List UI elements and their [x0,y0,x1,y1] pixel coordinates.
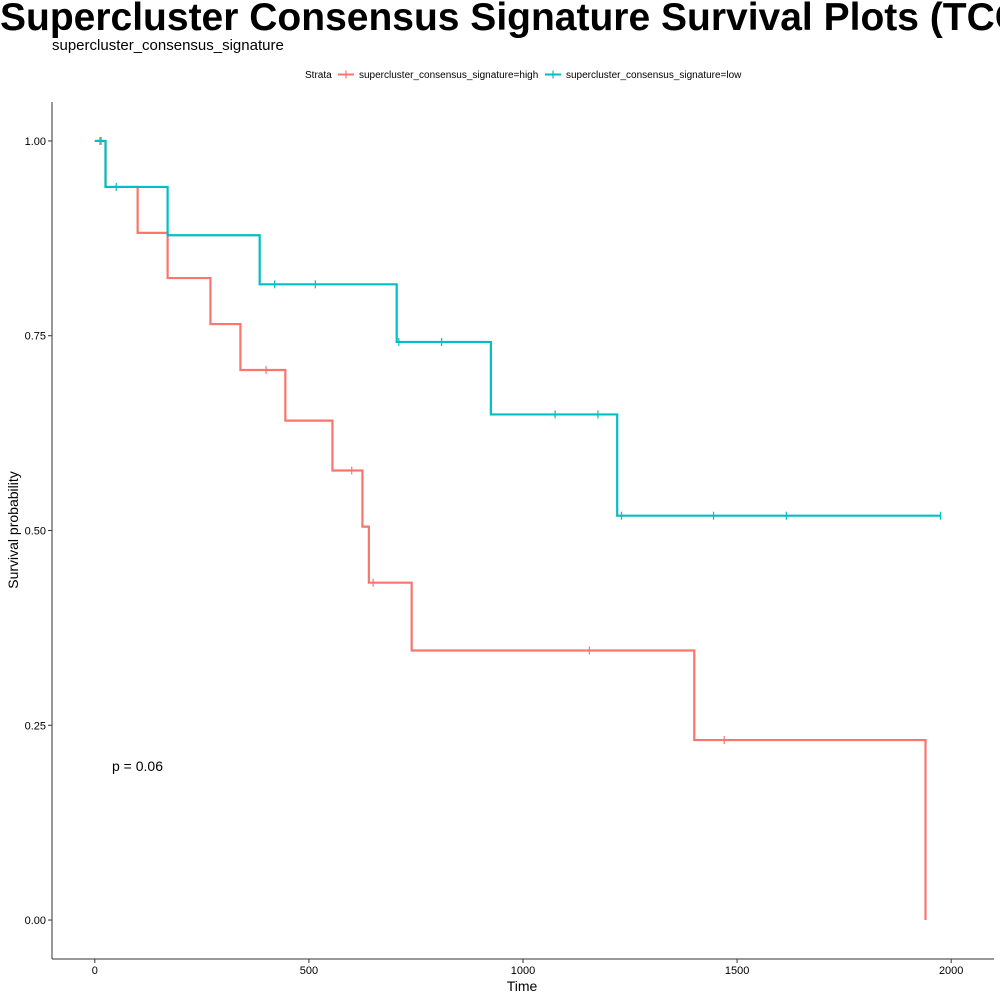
series-group [94,136,942,921]
x-axis-label: Time [507,978,538,994]
y-tick-label: 1.00 [25,136,46,148]
x-tick-label: 1500 [725,965,749,977]
legend-item-low: supercluster_consensus_signature=low [545,70,742,81]
y-tick-label: 0.00 [25,915,46,927]
x-tick-label: 1000 [511,965,535,977]
survival-curve-low [94,139,941,517]
chart-subtitle: supercluster_consensus_signature [52,37,284,54]
y-axis-label: Survival probability [5,471,21,589]
y-tick-label: 0.75 [25,331,46,343]
survival-curve-high [94,139,927,921]
legend-label-high: supercluster_consensus_signature=high [359,70,538,81]
legend-label-low: supercluster_consensus_signature=low [566,70,742,81]
x-tick-label: 0 [92,965,98,977]
chart-title: Supercluster Consensus Signature Surviva… [0,0,1000,39]
axes: 0 500 1000 1500 2000 0.00 0.25 0.50 0.75 1.00 [25,102,994,977]
legend-title: Strata [305,70,332,81]
x-tick-label: 500 [300,965,318,977]
x-tick-label: 2000 [939,965,963,977]
y-tick-label: 0.50 [25,526,46,538]
legend-item-high: supercluster_consensus_signature=high [338,70,538,81]
y-tick-label: 0.25 [25,720,46,732]
legend: Strata supercluster_consensus_signature=… [305,70,742,81]
p-value-label: p = 0.06 [112,758,163,774]
